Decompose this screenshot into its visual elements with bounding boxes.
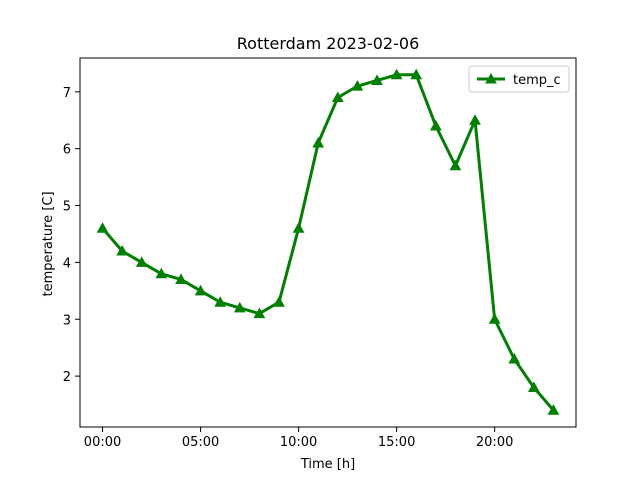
y-tick-label: 6 bbox=[63, 143, 71, 158]
legend-marker-temp_c bbox=[485, 72, 497, 84]
legend-label-temp_c: temp_c bbox=[513, 73, 561, 88]
data-point bbox=[116, 244, 128, 256]
data-point bbox=[547, 404, 560, 415]
data-point bbox=[155, 267, 168, 279]
data-point bbox=[488, 313, 501, 324]
data-point bbox=[508, 353, 521, 364]
y-tick-label: 7 bbox=[63, 86, 71, 101]
y-tick-label: 5 bbox=[63, 200, 71, 215]
data-point bbox=[292, 222, 305, 233]
legend-box bbox=[468, 65, 570, 93]
x-axis-label: Time [h] bbox=[300, 457, 355, 472]
y-tick-label: 4 bbox=[63, 256, 71, 271]
chart-title: Rotterdam 2023-02-06 bbox=[237, 34, 420, 53]
y-tick-label: 3 bbox=[63, 313, 71, 328]
data-point bbox=[528, 381, 540, 392]
data-point bbox=[351, 80, 364, 91]
data-point bbox=[194, 284, 207, 296]
series-line-temp_c bbox=[101, 73, 555, 412]
x-tick-label: 15:00 bbox=[378, 435, 415, 450]
axes-frame bbox=[79, 57, 577, 428]
data-point bbox=[390, 68, 403, 80]
data-point bbox=[449, 159, 462, 171]
x-tick-label: 05:00 bbox=[182, 435, 219, 450]
y-tick-label: 2 bbox=[63, 370, 71, 385]
data-point bbox=[253, 307, 266, 319]
data-point bbox=[273, 296, 285, 307]
data-point bbox=[371, 74, 383, 85]
data-point bbox=[233, 301, 246, 313]
axes: 00:00 05:00 10:00 15:00 20:00 2 3 4 5 6 7 bbox=[63, 57, 577, 450]
data-point bbox=[214, 296, 227, 307]
data-point bbox=[410, 68, 423, 80]
x-tick-label: 00:00 bbox=[84, 435, 121, 450]
y-axis-label: temperature [C] bbox=[41, 191, 56, 296]
data-point bbox=[312, 136, 325, 148]
data-point bbox=[96, 222, 109, 233]
data-point bbox=[429, 119, 442, 131]
plot-area bbox=[96, 68, 560, 415]
x-tick-label: 20:00 bbox=[476, 435, 513, 450]
data-point bbox=[135, 256, 148, 267]
data-point bbox=[469, 114, 481, 125]
data-point bbox=[331, 91, 344, 103]
x-tick-label: 10:00 bbox=[280, 435, 317, 450]
data-point bbox=[175, 273, 187, 284]
legend: temp_c bbox=[468, 65, 570, 93]
